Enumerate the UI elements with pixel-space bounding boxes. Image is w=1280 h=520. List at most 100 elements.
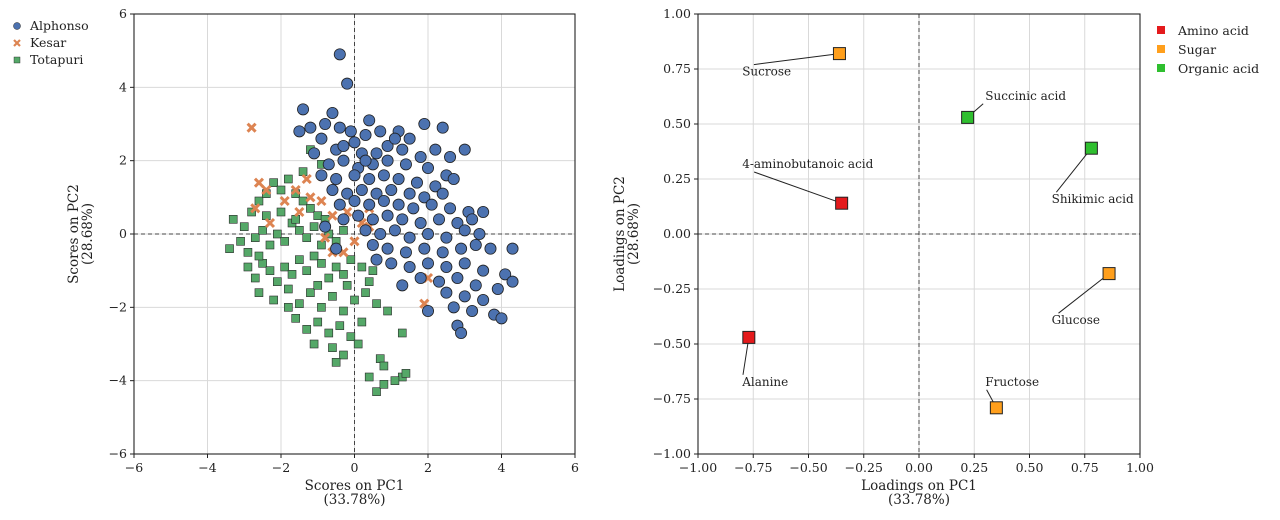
alphonso-point	[381, 154, 394, 167]
annotation-succinic-acid: Succinic acid	[985, 89, 1066, 103]
y-tick-label: −0.25	[653, 281, 691, 296]
point-glucose	[1102, 267, 1116, 281]
alphonso-point	[392, 198, 405, 211]
totapuri-point	[390, 376, 400, 385]
alphonso-point	[319, 220, 332, 233]
legend-marker-totapuri	[13, 56, 21, 64]
alphonso-point	[337, 154, 350, 167]
alphonso-point	[403, 187, 416, 200]
alphonso-point	[455, 326, 468, 339]
kesar-point	[320, 232, 331, 243]
y-axis-label: Loadings on PC2	[612, 176, 628, 292]
totapuri-point	[335, 321, 345, 330]
alphonso-point	[436, 187, 449, 200]
totapuri-point	[317, 259, 326, 268]
totapuri-point	[265, 240, 275, 250]
alphonso-point	[407, 202, 420, 215]
alphonso-point	[359, 154, 372, 167]
alphonso-point	[458, 257, 471, 270]
alphonso-point	[308, 147, 321, 160]
totapuri-point	[309, 251, 319, 261]
totapuri-point	[228, 215, 238, 224]
alphonso-point	[366, 238, 379, 251]
totapuri-point	[236, 237, 245, 246]
totapuri-point	[298, 167, 308, 176]
totapuri-point	[261, 211, 271, 220]
kesar-point	[294, 206, 305, 218]
point-fructose	[989, 401, 1003, 415]
x-tick-label: 4	[498, 460, 506, 475]
scores-points	[225, 48, 519, 396]
alphonso-point	[374, 227, 387, 240]
alphonso-point	[319, 118, 332, 131]
alphonso-point	[469, 279, 482, 292]
plot-frame	[697, 13, 1141, 455]
totapuri-point	[250, 233, 260, 242]
alphonso-point	[348, 169, 361, 182]
alphonso-point	[429, 180, 442, 193]
totapuri-point	[379, 361, 389, 371]
point-4-aminobutanoic-acid	[835, 196, 849, 210]
totapuri-point	[375, 354, 385, 363]
alphonso-point	[366, 213, 379, 226]
y-tick-label: 6	[119, 6, 127, 21]
alphonso-point	[374, 125, 387, 138]
alphonso-point	[421, 257, 434, 270]
legend-label-sugar: Sugar	[1178, 42, 1216, 57]
kesar-point	[261, 184, 272, 196]
x-tick-label: 0.00	[905, 460, 933, 475]
alphonso-point	[363, 172, 376, 185]
totapuri-point	[287, 270, 297, 279]
totapuri-point	[273, 277, 282, 286]
alphonso-point	[451, 216, 464, 229]
legend-label-alphonso: Alphonso	[29, 18, 89, 33]
totapuri-point	[265, 266, 275, 275]
alphonso-point	[293, 125, 306, 138]
totapuri-point	[361, 288, 370, 297]
alphonso-point	[466, 213, 479, 226]
totapuri-point	[306, 204, 315, 213]
totapuri-point	[258, 226, 267, 235]
alphonso-point	[421, 227, 434, 240]
alphonso-point	[458, 143, 471, 156]
y-tick-label: −2	[109, 299, 127, 314]
y-tick-label: −0.75	[653, 391, 691, 406]
alphonso-point	[388, 132, 401, 145]
alphonso-point	[506, 275, 519, 288]
alphonso-point	[370, 187, 383, 200]
y-tick-label: 4	[119, 79, 127, 94]
totapuri-point	[302, 266, 312, 275]
totapuri-point	[317, 303, 326, 312]
alphonso-point	[410, 176, 423, 189]
totapuri-point	[346, 255, 356, 264]
alphonso-point	[304, 121, 317, 134]
alphonso-point	[377, 194, 390, 207]
alphonso-point	[315, 169, 328, 182]
totapuri-point	[258, 259, 267, 268]
alphonso-point	[359, 224, 372, 237]
totapuri-point	[331, 358, 341, 367]
x-axis-label: Scores on PC1	[305, 478, 405, 494]
alphonso-point	[297, 103, 310, 116]
totapuri-point	[269, 295, 278, 305]
kesar-point	[327, 210, 338, 221]
alphonso-point	[370, 253, 383, 266]
legend-label-kesar: Kesar	[30, 35, 66, 50]
alphonso-point	[370, 147, 383, 160]
alphonso-point	[414, 271, 427, 284]
annotation-arrow-4-aminobutanoic-acid	[753, 171, 842, 204]
alphonso-point	[458, 290, 471, 303]
y-tick-label: 0.50	[663, 116, 691, 131]
alphonso-point	[425, 198, 438, 211]
totapuri-point	[339, 226, 348, 235]
alphonso-point	[333, 121, 346, 134]
totapuri-point	[276, 207, 286, 217]
totapuri-point	[280, 237, 289, 246]
alphonso-point	[381, 209, 394, 222]
totapuri-point	[295, 226, 304, 235]
totapuri-point	[284, 303, 293, 312]
kesar-point	[301, 173, 312, 185]
totapuri-point	[331, 262, 341, 272]
alphonso-point	[326, 183, 339, 196]
